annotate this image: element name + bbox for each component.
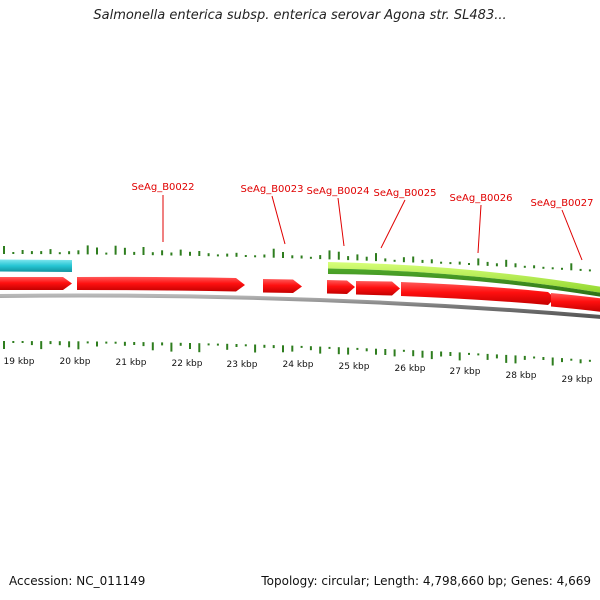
kbp-label: 20 kbp — [60, 357, 91, 367]
gene-label-leader — [337, 197, 345, 247]
kbp-label: 25 kbp — [339, 362, 370, 372]
kbp-label: 27 kbp — [450, 367, 481, 377]
cds-arrow-seag-b0025 — [356, 281, 400, 296]
kbp-label: 22 kbp — [172, 359, 203, 369]
genome-backbone — [0, 293, 600, 319]
kbp-label: 28 kbp — [506, 371, 537, 381]
gc-content-ticks-inner — [3, 341, 591, 366]
gene-label-leader — [271, 195, 286, 245]
kbp-label: 19 kbp — [4, 357, 35, 367]
gene-label-seag-b0023: SeAg_B0023 — [241, 184, 304, 195]
cds-arrow-seag-b0024 — [327, 280, 355, 294]
genome-summary: Topology: circular; Length: 4,798,660 bp… — [261, 574, 591, 588]
cds-arrow-seag-b0023 — [263, 279, 302, 293]
green-feature-outer — [328, 262, 600, 293]
gene-label-seag-b0025: SeAg_B0025 — [374, 188, 437, 199]
gene-label-seag-b0024: SeAg_B0024 — [307, 186, 370, 197]
cds-arrow — [0, 277, 72, 290]
gene-label-leader — [561, 209, 583, 261]
gene-label-leader — [477, 204, 482, 254]
gene-label-seag-b0022: SeAg_B0022 — [132, 182, 195, 193]
kbp-label: 24 kbp — [283, 360, 314, 370]
kbp-label: 26 kbp — [395, 364, 426, 374]
cds-forward-track — [0, 276, 600, 312]
accession-label: Accession: NC_011149 — [9, 574, 146, 588]
cds-arrow-seag-b0022 — [77, 276, 245, 292]
kbp-label: 29 kbp — [562, 375, 593, 385]
gene-labels: SeAg_B0022 SeAg_B0023 SeAg_B0024 SeAg_B0… — [132, 182, 594, 261]
gc-content-ticks-outer — [3, 245, 591, 272]
rna-feature-track — [0, 259, 72, 272]
kbp-label: 23 kbp — [227, 360, 258, 370]
gene-label-leader — [380, 199, 406, 249]
kbp-scale-labels: 19 kbp 20 kbp 21 kbp 22 kbp 23 kbp 24 kb… — [4, 357, 593, 385]
kbp-label: 21 kbp — [116, 358, 147, 368]
cds-arrow-seag-b0027 — [551, 293, 600, 312]
genome-title: Salmonella enterica subsp. enterica sero… — [93, 8, 507, 23]
cds-arrow-seag-b0026 — [401, 282, 555, 305]
green-feature-inner — [328, 268, 600, 297]
gene-label-seag-b0027: SeAg_B0027 — [531, 198, 594, 209]
gene-label-seag-b0026: SeAg_B0026 — [450, 193, 513, 204]
